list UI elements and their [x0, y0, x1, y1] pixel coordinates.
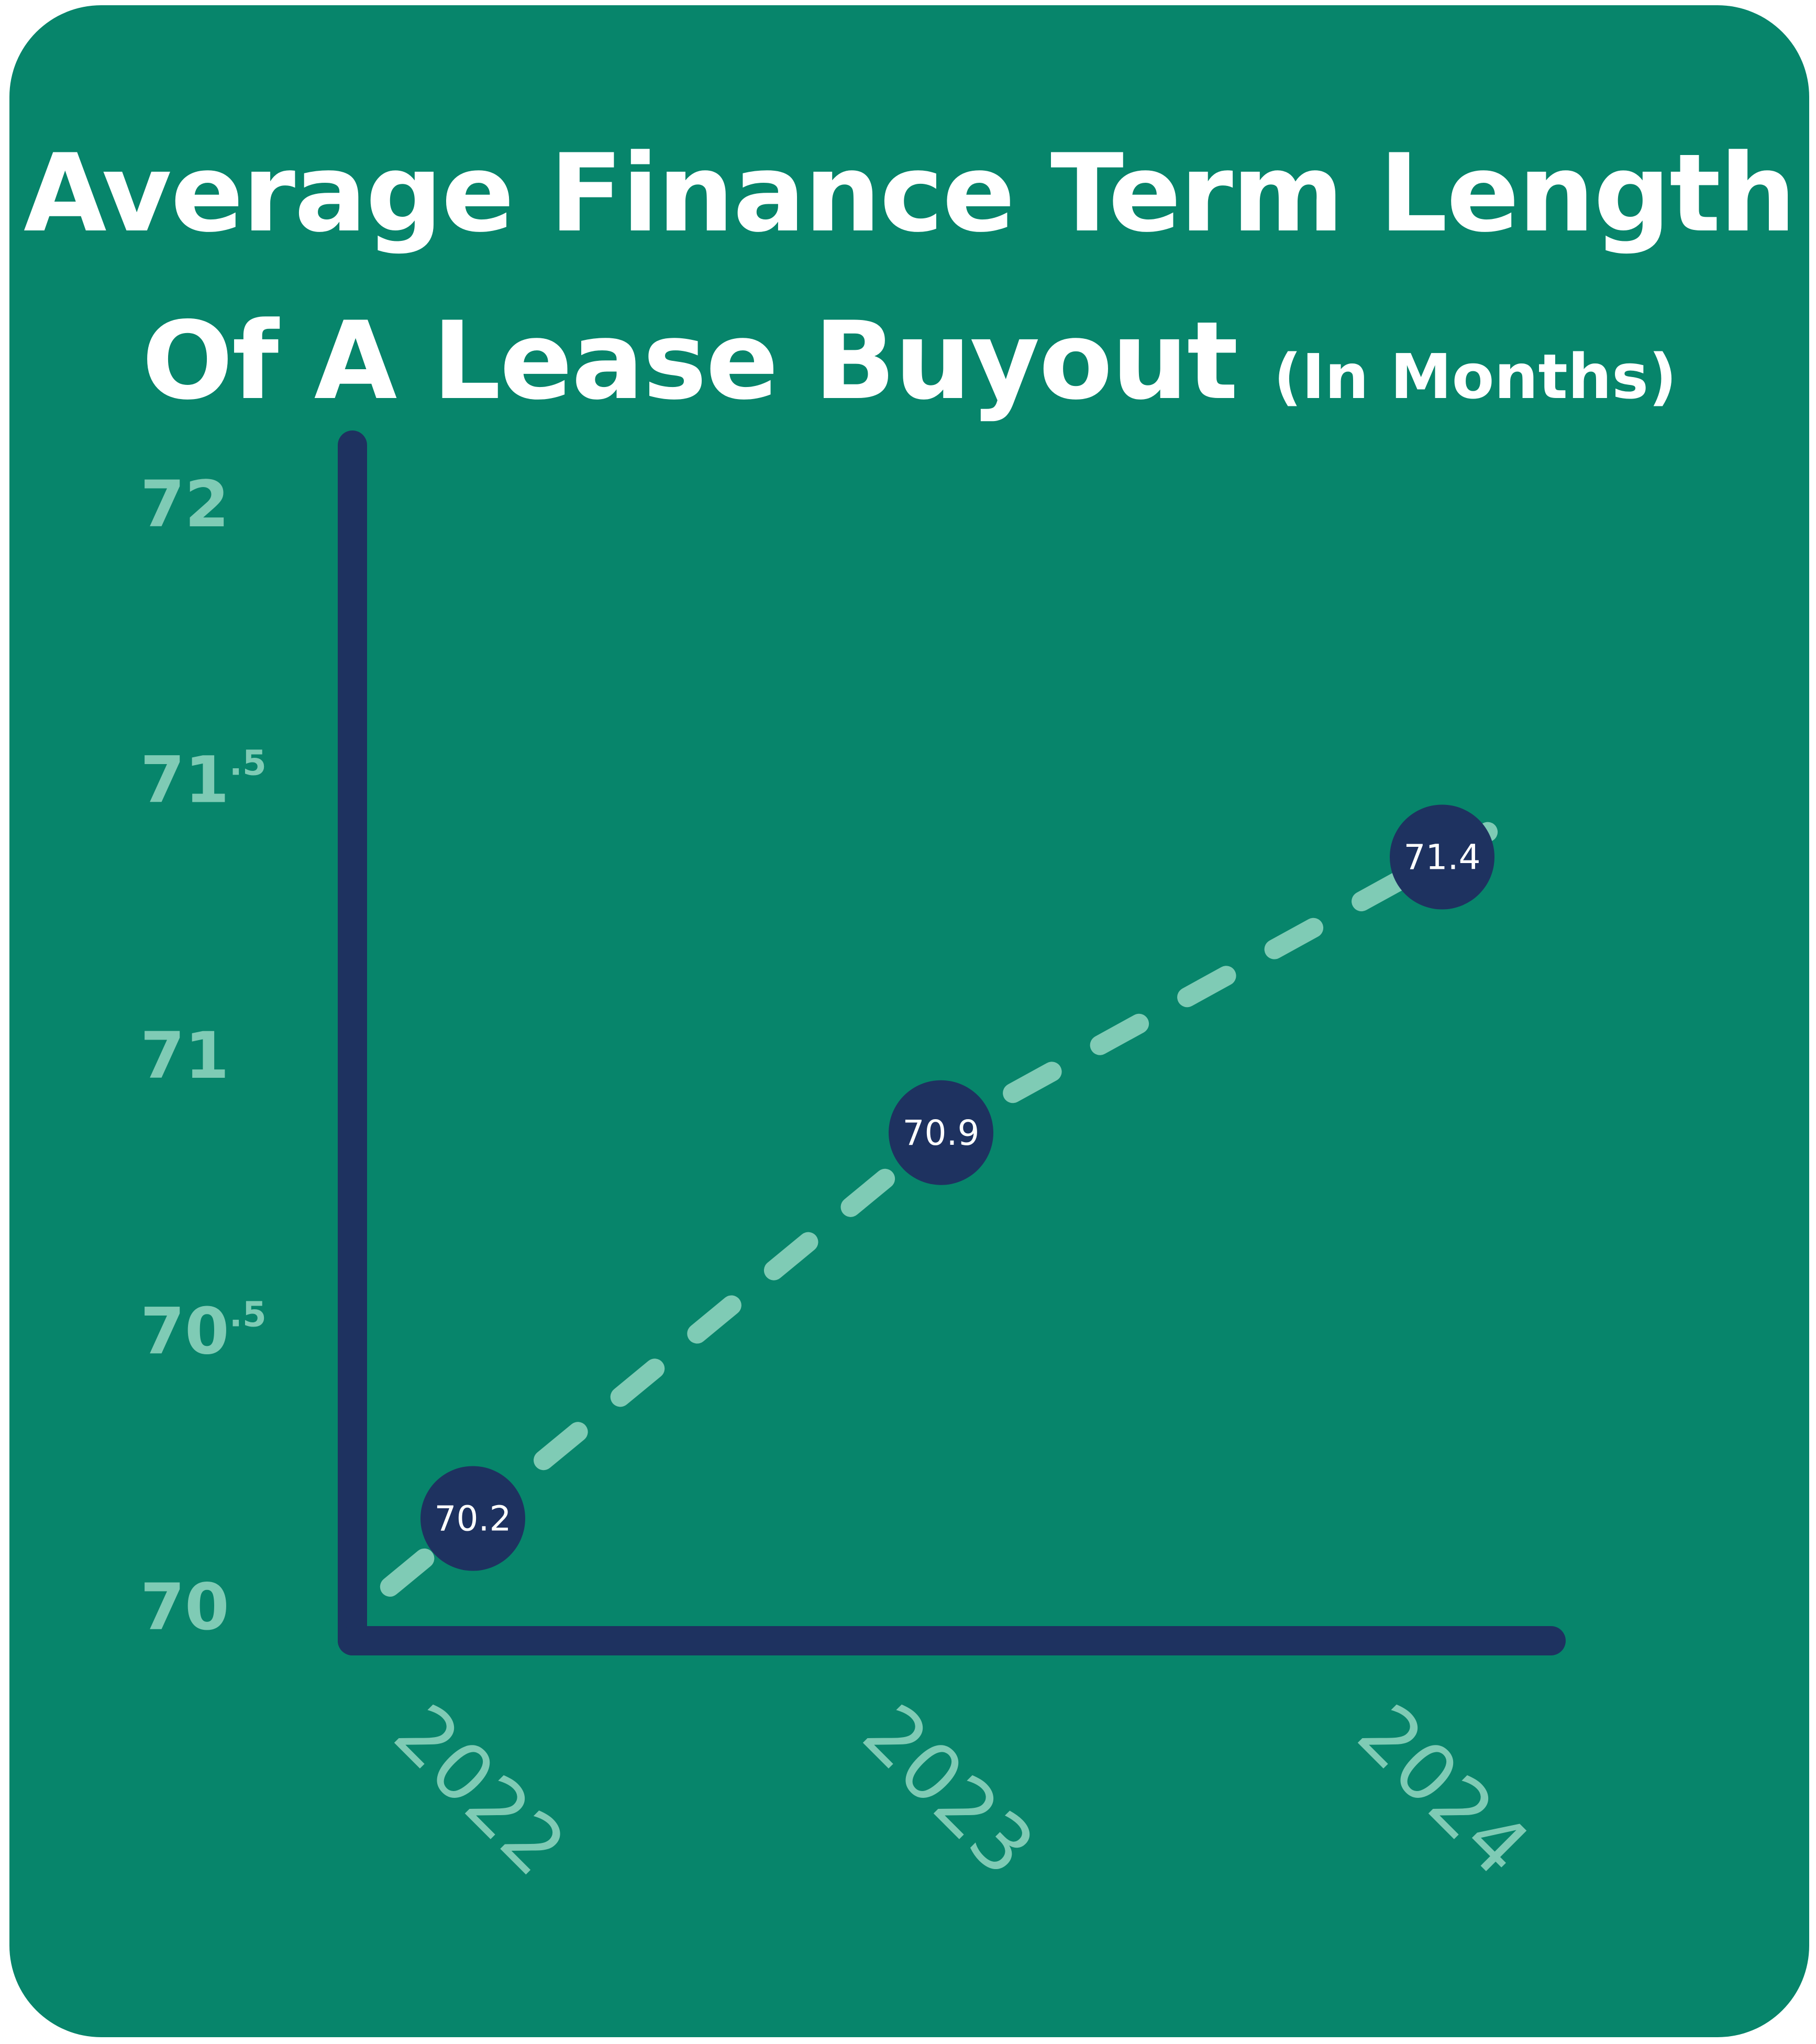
- data-point-marker: [420, 1466, 525, 1571]
- data-point-marker: [1390, 804, 1494, 910]
- trend-line-group: [380, 798, 1542, 1597]
- trend-line: [380, 798, 1542, 1597]
- y-tick-value: 71: [140, 1019, 229, 1093]
- x-tick-label-2022: 2022: [377, 1687, 583, 1893]
- data-point-2024: 71.4: [1390, 804, 1494, 910]
- chart-card: Average Finance Term Length Of A Lease B…: [9, 5, 1809, 2037]
- x-tick-labels: 2022 2023 2024: [377, 1687, 1546, 1893]
- data-point-label: 71.4: [1404, 837, 1481, 878]
- y-tick-value: 72: [140, 467, 229, 542]
- y-tick-label: 70.5: [140, 1295, 267, 1369]
- y-tick-label: 71.5: [140, 743, 267, 817]
- data-point-2023: 70.9: [889, 1080, 993, 1185]
- x-tick-label-2023: 2023: [846, 1687, 1051, 1893]
- chart-title-main: Of A Lease Buyout: [141, 299, 1238, 424]
- y-tick-label: 70: [140, 1570, 229, 1644]
- y-tick-value: 71: [140, 743, 229, 817]
- axes: [338, 430, 1566, 1655]
- y-tick-label: 72: [140, 467, 229, 542]
- chart-title-line-2: Of A Lease Buyout (In Months): [9, 278, 1809, 460]
- data-point-marker: [889, 1080, 993, 1185]
- data-point-label: 70.2: [435, 1499, 512, 1539]
- chart-title: Average Finance Term Length Of A Lease B…: [9, 110, 1809, 460]
- y-tick-superscript: .5: [229, 1295, 267, 1335]
- y-tick-value: 70: [140, 1570, 229, 1644]
- data-points: 70.2 70.9 71.4: [420, 804, 1494, 1571]
- chart-title-unit: (In Months): [1274, 340, 1677, 413]
- y-tick-superscript: .5: [229, 743, 267, 783]
- x-tick-label-2024: 2024: [1341, 1687, 1546, 1893]
- data-point-label: 70.9: [903, 1113, 980, 1153]
- data-point-2022: 70.2: [420, 1466, 525, 1571]
- chart-title-line-1: Average Finance Term Length: [23, 131, 1796, 256]
- y-tick-value: 70: [140, 1295, 229, 1369]
- y-tick-label: 71: [140, 1019, 229, 1093]
